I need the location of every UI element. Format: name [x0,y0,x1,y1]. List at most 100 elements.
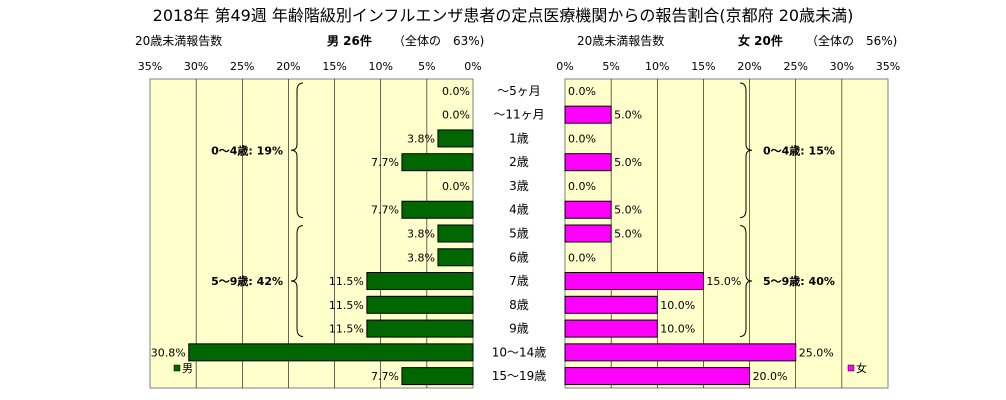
bars [188,105,797,386]
male-tick-label: 0% [464,60,481,73]
group-brace [290,82,304,219]
legend-female-swatch [847,364,855,372]
category-label: 3歳 [509,179,529,193]
female-value-label: 10.0% [660,323,695,336]
female-value-label: 0.0% [568,132,596,145]
male-group-label: 5～9歳: 42% [211,274,283,288]
category-label: 15～19歳 [492,369,547,383]
male-bar [401,367,474,386]
male-value-label: 7.7% [371,204,399,217]
female-value-label: 0.0% [568,251,596,264]
male-bar [437,129,474,148]
female-value-label: 5.0% [614,204,642,217]
category-label: ～5ヶ月 [497,84,541,98]
female-tick-label: 15% [691,60,715,73]
female-tick-label: 0% [556,60,573,73]
male-value-label: 11.5% [329,275,364,288]
male-tick-label: 35% [138,60,162,73]
male-value-label: 30.8% [151,346,186,359]
male-value-label: 3.8% [407,251,435,264]
legend-female-label: 女 [856,361,867,375]
female-header-count: 女 20件 [738,33,783,48]
male-group-label: 0～4歳: 19% [211,143,283,157]
category-label: 7歳 [509,274,529,288]
legend-male-label: 男 [182,362,193,375]
female-bar [564,295,658,314]
female-bar [564,272,704,291]
female-tick-label: 30% [830,60,854,73]
female-bar [564,200,612,219]
male-tick-label: 10% [368,60,392,73]
female-value-label: 5.0% [614,228,642,241]
female-header-left: 20歳未満報告数 [577,33,664,48]
male-value-label: 0.0% [442,109,470,122]
female-tick-label: 25% [783,60,807,73]
male-tick-label: 30% [184,60,208,73]
male-bar [401,200,474,219]
data-labels: 0.0% 0.0% 0.0% 5.0% 3.8% 0.0% 7.7% 5.0% 0.0% 0.0%… [151,85,834,383]
category-label: 5歳 [509,227,529,241]
category-label: 10～14歳 [492,345,547,359]
female-bar [564,367,751,386]
female-group-label: 5～9歳: 40% [763,274,835,288]
category-label: 2歳 [509,155,529,169]
male-bar [188,343,474,362]
male-tick-label: 25% [230,60,254,73]
category-label: 4歳 [509,203,529,217]
female-value-label: 0.0% [568,180,596,193]
female-value-label: 15.0% [706,275,741,288]
male-header-left: 20歳未満報告数 [135,33,222,48]
legend-male-swatch [173,364,181,372]
female-tick-label: 20% [737,60,761,73]
category-label: 9歳 [509,322,529,336]
male-header-share: （全体の 63%) [393,33,484,48]
female-tick-label: 10% [645,60,669,73]
female-value-label: 10.0% [660,299,695,312]
category-label: ～11ヶ月 [493,108,544,122]
group-brace [739,82,753,219]
group-brace [290,225,304,337]
category-labels: ～5ヶ月 ～11ヶ月 1歳 2歳 3歳 4歳 5歳 6歳 7歳 8歳 9歳 10～14歳 15～19歳 [492,84,547,383]
male-bar [366,319,474,338]
male-bar [401,153,474,172]
male-tick-label: 5% [418,60,435,73]
female-value-label: 20.0% [753,370,788,383]
female-tick-label: 35% [876,60,900,73]
male-tick-label: 15% [322,60,346,73]
female-bar [564,153,612,172]
category-label: 8歳 [509,298,529,312]
female-value-label: 5.0% [614,156,642,169]
male-value-label: 3.8% [407,132,435,145]
male-header-count: 男 26件 [327,33,372,48]
female-group-label: 0～4歳: 15% [763,143,835,157]
category-label: 6歳 [509,250,529,264]
legend-female: 女 [847,361,867,375]
group-brace [739,225,753,337]
female-value-label: 0.0% [568,85,596,98]
male-bar [366,272,474,291]
male-value-label: 0.0% [442,180,470,193]
chart-title: 2018年 第49週 年齢階級別インフルエンザ患者の定点医療機関からの報告割合(… [153,6,854,25]
female-bar [564,105,612,124]
female-bar [564,224,612,243]
group-braces: 0～4歳: 19% 5～9歳: 42% 0～4歳: 15% 5～9歳: 40% [211,82,835,337]
female-bar [564,343,797,362]
axis-tick-labels: 0% 0% 5% 5% 10% 10% 15% 15% 20% 20% 25% 25% 30% 30% 35… [138,60,900,73]
male-bar [437,248,474,267]
male-value-label: 7.7% [371,370,399,383]
male-bar [366,295,474,314]
female-value-label: 5.0% [614,109,642,122]
male-value-label: 11.5% [329,299,364,312]
female-value-label: 25.0% [799,346,834,359]
female-tick-label: 5% [602,60,619,73]
male-value-label: 7.7% [371,156,399,169]
male-value-label: 11.5% [329,323,364,336]
male-value-label: 0.0% [442,85,470,98]
female-header-share: （全体の 56%) [806,33,897,48]
category-label: 1歳 [509,131,529,145]
female-bar [564,319,658,338]
legend-male: 男 [173,362,193,375]
male-tick-label: 20% [276,60,300,73]
male-bar [437,224,474,243]
